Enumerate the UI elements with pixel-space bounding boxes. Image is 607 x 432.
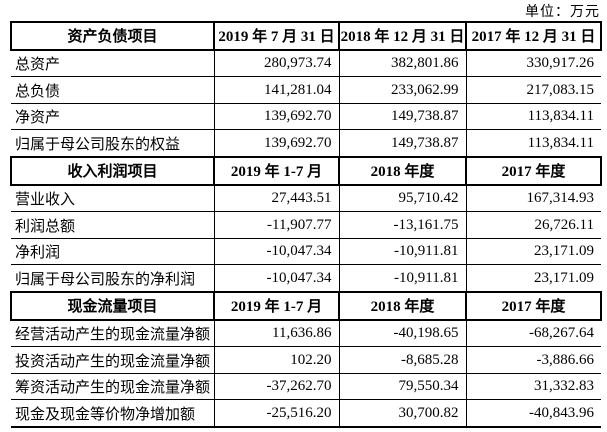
table-row: 营业收入 27,443.51 95,710.42 167,314.93: [11, 184, 601, 213]
column-header: 2017 年 12 月 31 日: [465, 21, 602, 51]
section-header-label: 现金流量项目: [10, 290, 215, 321]
cell-value: 149,738.87: [338, 102, 467, 131]
section-header-row-income: 收入利润项目 2019 年 1-7 月 2018 年度 2017 年度: [10, 155, 602, 186]
column-header: 2017 年度: [465, 155, 602, 186]
cell-value: 113,834.11: [465, 129, 601, 158]
cell-value: -10,047.34: [213, 237, 340, 266]
table-row: 总负债 141,281.04 233,062.99 217,083.15: [11, 76, 601, 104]
section-header-label: 收入利润项目: [10, 155, 215, 186]
cell-value: 23,171.09: [465, 237, 601, 266]
cell-value: 30,700.82: [338, 399, 467, 429]
section-header-label: 资产负债项目: [10, 21, 215, 51]
cell-value: -10,911.81: [338, 264, 467, 293]
row-label: 现金及现金等价物净增加额: [11, 399, 215, 429]
column-header: 2017 年度: [465, 290, 602, 321]
cell-value: -40,843.96: [465, 399, 601, 429]
table-row: 归属于母公司股东的净利润 -10,047.34 -10,911.81 23,17…: [11, 264, 601, 293]
column-header: 2018 年度: [338, 155, 467, 186]
cell-value: 27,443.51: [213, 184, 340, 213]
column-header: 2019 年 7 月 31 日: [213, 21, 340, 51]
column-header: 2019 年 1-7 月: [213, 155, 340, 186]
cell-value: -13,161.75: [338, 211, 467, 239]
column-header: 2019 年 1-7 月: [213, 290, 340, 321]
section-header-row-balance: 资产负债项目 2019 年 7 月 31 日 2018 年 12 月 31 日 …: [10, 21, 602, 51]
table-row: 净利润 -10,047.34 -10,911.81 23,171.09: [11, 237, 601, 266]
cell-value: -11,907.77: [213, 211, 340, 239]
cell-value: 139,692.70: [213, 129, 340, 158]
table-row: 经营活动产生的现金流量净额 11,636.86 -40,198.65 -68,2…: [11, 319, 601, 348]
unit-label: 单位：万元: [525, 5, 600, 20]
row-label: 总负债: [11, 76, 215, 104]
row-label: 投资活动产生的现金流量净额: [11, 346, 215, 374]
cell-value: 382,801.86: [338, 49, 467, 78]
row-label: 总资产: [11, 49, 215, 78]
section-header-row-cashflow: 现金流量项目 2019 年 1-7 月 2018 年度 2017 年度: [10, 290, 602, 321]
cell-value: 79,550.34: [338, 372, 467, 401]
cell-value: 26,726.11: [465, 211, 601, 239]
table-row: 筹资活动产生的现金流量净额 -37,262.70 79,550.34 31,33…: [11, 372, 601, 401]
financial-summary-table: 资产负债项目 2019 年 7 月 31 日 2018 年 12 月 31 日 …: [10, 21, 602, 429]
cell-value: 139,692.70: [213, 102, 340, 131]
table-row: 总资产 280,973.74 382,801.86 330,917.26: [11, 49, 601, 78]
row-label: 归属于母公司股东的净利润: [11, 264, 215, 293]
table-row: 现金及现金等价物净增加额 -25,516.20 30,700.82 -40,84…: [11, 399, 601, 429]
cell-value: 31,332.83: [465, 372, 601, 401]
table-row: 投资活动产生的现金流量净额 102.20 -8,685.28 -3,886.66: [11, 346, 601, 374]
cell-value: 113,834.11: [465, 102, 601, 131]
cell-value: 280,973.74: [213, 49, 340, 78]
cell-value: -3,886.66: [465, 346, 601, 374]
cell-value: -68,267.64: [465, 319, 601, 348]
cell-value: 95,710.42: [338, 184, 467, 213]
table-row: 利润总额 -11,907.77 -13,161.75 26,726.11: [11, 211, 601, 239]
cell-value: 149,738.87: [338, 129, 467, 158]
cell-value: -40,198.65: [338, 319, 467, 348]
cell-value: 217,083.15: [465, 76, 601, 104]
row-label: 利润总额: [11, 211, 215, 239]
row-label: 经营活动产生的现金流量净额: [11, 319, 215, 348]
table-row: 归属于母公司股东的权益 139,692.70 149,738.87 113,83…: [11, 129, 601, 158]
cell-value: 141,281.04: [213, 76, 340, 104]
row-label: 归属于母公司股东的权益: [11, 129, 215, 158]
cell-value: 11,636.86: [213, 319, 340, 348]
row-label: 净利润: [11, 237, 215, 266]
row-label: 净资产: [11, 102, 215, 131]
cell-value: -8,685.28: [338, 346, 467, 374]
cell-value: 102.20: [213, 346, 340, 374]
cell-value: -10,911.81: [338, 237, 467, 266]
cell-value: 23,171.09: [465, 264, 601, 293]
cell-value: 167,314.93: [465, 184, 601, 213]
cell-value: 330,917.26: [465, 49, 601, 78]
table-row: 净资产 139,692.70 149,738.87 113,834.11: [11, 102, 601, 131]
cell-value: -37,262.70: [213, 372, 340, 401]
cell-value: -25,516.20: [213, 399, 340, 429]
row-label: 营业收入: [11, 184, 215, 213]
row-label: 筹资活动产生的现金流量净额: [11, 372, 215, 401]
column-header: 2018 年 12 月 31 日: [338, 21, 467, 51]
column-header: 2018 年度: [338, 290, 467, 321]
cell-value: 233,062.99: [338, 76, 467, 104]
cell-value: -10,047.34: [213, 264, 340, 293]
